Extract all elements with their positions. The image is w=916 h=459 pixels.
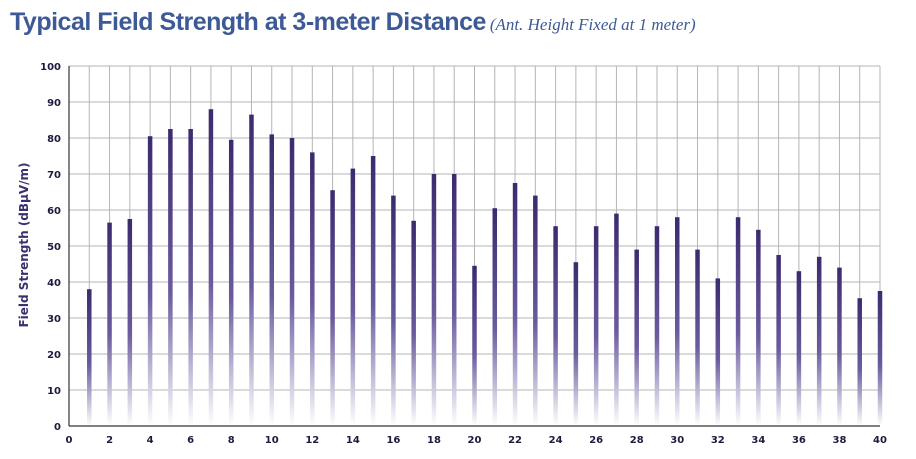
y-tick-label: 90 xyxy=(47,98,61,109)
x-tick-label: 28 xyxy=(630,435,644,446)
x-tick-label: 10 xyxy=(265,435,279,446)
data-bar xyxy=(147,136,153,426)
x-tick-label: 6 xyxy=(187,435,194,446)
data-bar xyxy=(431,174,437,426)
data-bar xyxy=(411,220,416,426)
data-bar xyxy=(776,255,781,426)
x-tick-label: 22 xyxy=(508,435,522,446)
x-tick-label: 16 xyxy=(386,435,400,446)
data-bar xyxy=(391,195,396,426)
data-bar xyxy=(330,190,335,426)
y-tick-label: 50 xyxy=(47,242,61,253)
data-bar xyxy=(208,109,214,426)
data-bar xyxy=(512,183,518,426)
data-bar xyxy=(573,262,579,426)
data-bar xyxy=(735,217,741,426)
x-tick-label: 18 xyxy=(427,435,441,446)
x-tick-label: 32 xyxy=(711,435,725,446)
y-tick-label: 10 xyxy=(47,386,61,397)
data-bar xyxy=(614,213,619,426)
x-tick-label: 4 xyxy=(147,435,154,446)
x-tick-label: 24 xyxy=(549,435,563,446)
bars xyxy=(87,109,883,427)
y-tick-label: 0 xyxy=(54,422,61,433)
data-bar xyxy=(492,208,498,426)
y-tick-label: 20 xyxy=(47,350,61,361)
data-bar xyxy=(695,249,700,426)
chart-title: Typical Field Strength at 3-meter Distan… xyxy=(10,8,486,36)
data-bar xyxy=(796,271,802,426)
data-bar xyxy=(107,222,112,426)
data-bar xyxy=(269,134,274,426)
data-bar xyxy=(593,226,599,426)
x-tick-label: 12 xyxy=(305,435,319,446)
y-axis-label: Field Strength (dBµV/m) xyxy=(17,162,31,327)
chart-subtitle: (Ant. Height Fixed at 1 meter) xyxy=(489,15,696,34)
data-bar xyxy=(553,226,558,426)
y-tick-label: 70 xyxy=(47,170,61,181)
x-tick-label: 14 xyxy=(346,435,360,446)
data-bar xyxy=(127,219,133,426)
data-bar xyxy=(310,152,315,426)
x-tick-label: 30 xyxy=(670,435,684,446)
x-tick-label: 34 xyxy=(751,435,765,446)
data-bar xyxy=(87,289,92,426)
data-bar xyxy=(756,229,761,426)
x-tick-label: 26 xyxy=(589,435,603,446)
x-tick-label: 36 xyxy=(792,435,806,446)
data-bar xyxy=(857,298,862,426)
chart-title-block: Typical Field Strength at 3-meter Distan… xyxy=(10,8,696,37)
x-tick-label: 40 xyxy=(873,435,887,446)
data-bar xyxy=(350,168,356,426)
data-bar xyxy=(816,256,822,426)
data-bar xyxy=(634,249,639,426)
data-bar xyxy=(472,265,477,426)
x-tick-label: 38 xyxy=(832,435,846,446)
x-tick-label: 2 xyxy=(106,435,113,446)
y-tick-label: 100 xyxy=(40,62,61,73)
data-bar xyxy=(168,129,173,426)
data-bar xyxy=(451,174,457,426)
data-bar xyxy=(675,217,680,426)
data-bar xyxy=(715,278,721,426)
y-tick-label: 30 xyxy=(47,314,61,325)
data-bar xyxy=(370,156,376,426)
y-tick-label: 40 xyxy=(47,278,61,289)
y-tick-label: 80 xyxy=(47,134,61,145)
data-bar xyxy=(289,138,295,426)
data-bar xyxy=(533,195,538,426)
data-bar xyxy=(654,226,660,426)
data-bar xyxy=(228,139,234,427)
x-tick-label: 0 xyxy=(66,435,73,446)
data-bar xyxy=(877,291,883,426)
x-tick-label: 8 xyxy=(228,435,235,446)
data-bar xyxy=(249,114,254,426)
data-bar xyxy=(188,129,193,426)
y-tick-label: 60 xyxy=(47,206,61,217)
x-tick-label: 20 xyxy=(468,435,482,446)
data-bar xyxy=(837,267,842,426)
